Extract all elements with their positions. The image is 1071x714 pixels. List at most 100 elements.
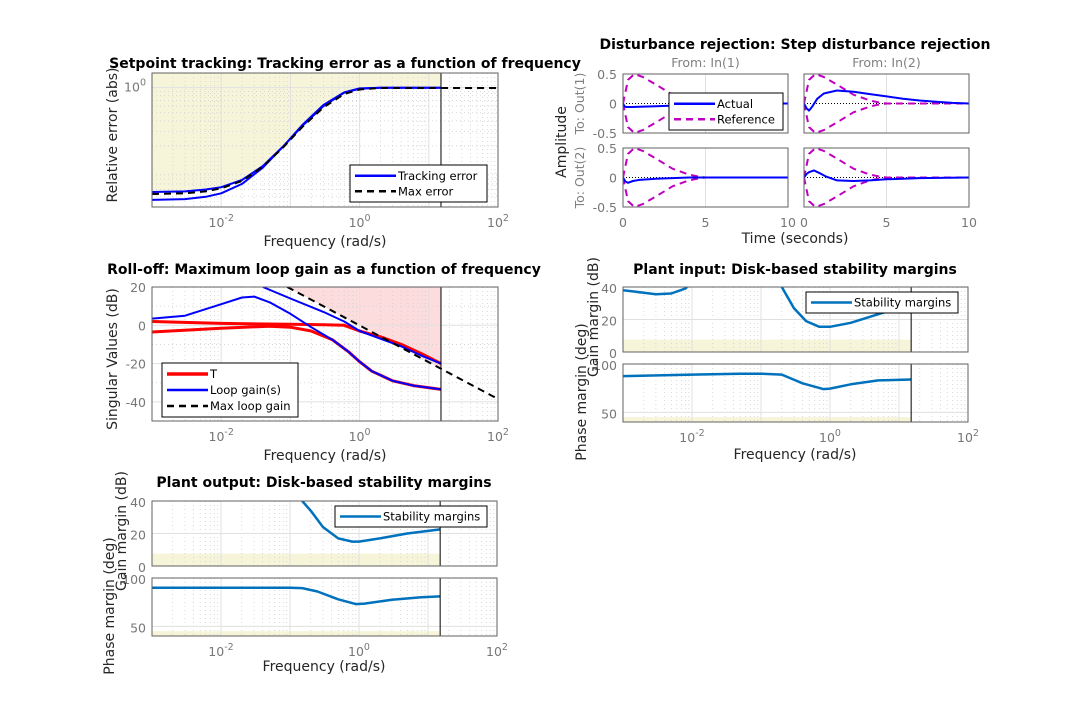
axes-frame xyxy=(151,286,499,422)
chart-title: Disturbance rejection: Step disturbance … xyxy=(599,37,990,53)
axes-frame xyxy=(622,73,789,134)
axes-frame xyxy=(151,72,499,208)
chart-disturbance: 0.50-0.5To: Out(1)From: In(1) From: In(2)… xyxy=(554,37,991,247)
legend-label: Actual xyxy=(717,97,753,111)
gain-y-axis-label: Gain margin (dB) xyxy=(586,257,602,377)
panel-r2-c2: 0 5 10 xyxy=(800,147,977,230)
y-tick-label: -40 xyxy=(126,395,146,410)
legend-label: Stability margins xyxy=(854,296,951,310)
gain-margin-line xyxy=(301,501,441,543)
legend-label: Max loop gain xyxy=(210,399,290,413)
gain-series xyxy=(301,501,441,543)
column-label: From: In(2) xyxy=(852,55,920,70)
y-axis-label: Relative error (abs) xyxy=(105,68,121,203)
y-tick-label: 0 xyxy=(138,560,146,575)
y-tick-label: 40 xyxy=(601,281,617,296)
x-tick-label: 102 xyxy=(486,642,508,659)
chart-title: Plant output: Disk-based stability margi… xyxy=(156,475,491,491)
phase-requirement-region xyxy=(152,631,441,636)
reference-lower-line xyxy=(804,102,969,133)
chart-title: Setpoint tracking: Tracking error as a f… xyxy=(109,56,581,72)
legend-label: Loop gain(s) xyxy=(210,383,281,397)
y-tick-label: 100 xyxy=(124,78,146,95)
phase-margin-line xyxy=(623,372,912,391)
T-line xyxy=(152,320,442,365)
phase-requirement-region xyxy=(623,417,912,422)
gain-requirement-region xyxy=(623,339,912,352)
row-label: To: Out(2) xyxy=(572,147,587,210)
x-tick-label: 100 xyxy=(349,213,371,230)
reference-lower-line xyxy=(804,176,969,207)
x-tick-label: 102 xyxy=(487,427,509,444)
panel-series xyxy=(804,148,969,207)
panel-series xyxy=(623,148,788,207)
gain-series xyxy=(623,287,893,329)
chart-title: Roll-off: Maximum loop gain as a functio… xyxy=(107,262,541,278)
phase-margin-line xyxy=(152,586,441,606)
y-tick-label: 50 xyxy=(601,406,617,421)
phase-y-axis-label: Phase margin (deg) xyxy=(574,323,590,460)
x-tick-label: 100 xyxy=(819,428,841,445)
phase-series xyxy=(623,372,912,391)
y-tick-label: -20 xyxy=(126,357,146,372)
legend-label: Stability margins xyxy=(383,510,480,524)
y-tick-label: 20 xyxy=(130,528,146,543)
y-tick-label: 0.5 xyxy=(597,141,617,156)
gain-requirement-region xyxy=(152,553,441,566)
y-axis-label: Singular Values (dB) xyxy=(105,288,121,430)
y-axis-label: Amplitude xyxy=(554,106,570,178)
y-tick-label: 0 xyxy=(609,97,617,112)
rolloff-series xyxy=(152,287,498,400)
x-axis-label: Frequency (rad/s) xyxy=(264,234,387,250)
legend-box xyxy=(334,505,488,528)
x-axis-label: Frequency (rad/s) xyxy=(734,447,857,463)
panel-series xyxy=(804,74,969,133)
y-tick-label: 20 xyxy=(130,280,146,295)
gain-margin-line xyxy=(780,287,893,329)
x-tick-label: 100 xyxy=(348,642,370,659)
x-tick-label: 10-2 xyxy=(209,427,234,444)
actual-line xyxy=(804,89,969,112)
x-tick-label: 10-2 xyxy=(679,428,704,445)
axes-frame xyxy=(151,577,498,637)
y-tick-label: 100 xyxy=(122,572,146,587)
phase-y-axis-label: Phase margin (deg) xyxy=(102,537,118,674)
y-tick-label: 20 xyxy=(601,314,617,329)
x-tick-label: 0 xyxy=(800,215,808,230)
panel-r1-c2: From: In(2) xyxy=(803,55,970,134)
y-tick-label: -0.5 xyxy=(593,200,617,215)
axes-frame xyxy=(622,286,969,353)
column-label: From: In(1) xyxy=(671,55,739,70)
legend-label: Reference xyxy=(717,112,775,126)
legend-box xyxy=(805,291,959,314)
axes-frame xyxy=(622,147,789,208)
chart-title: Plant input: Disk-based stability margin… xyxy=(633,262,957,278)
x-tick-label: 10 xyxy=(780,215,796,230)
loop-gain-line xyxy=(262,287,442,365)
legend-label: T xyxy=(209,367,218,381)
legend-label: Max error xyxy=(398,184,454,198)
x-tick-label: 5 xyxy=(702,215,710,230)
y-tick-label: -0.5 xyxy=(593,126,617,141)
actual-line xyxy=(804,169,969,182)
max-loop-gain-line xyxy=(286,287,498,400)
x-tick-label: 102 xyxy=(487,213,509,230)
x-tick-label: 10-2 xyxy=(208,642,233,659)
gain-margin-line xyxy=(623,287,688,296)
axes-frame xyxy=(151,500,498,567)
y-tick-label: 0 xyxy=(609,171,617,186)
y-tick-label: 100 xyxy=(593,358,617,373)
axes-frame xyxy=(803,73,970,134)
gain-y-axis-label: Gain margin (dB) xyxy=(114,471,130,591)
loop-gain-line xyxy=(152,295,442,391)
max-error-line xyxy=(152,87,498,195)
axes-frame xyxy=(622,363,969,423)
tracking-shade-region xyxy=(152,73,441,194)
x-axis-label: Time (seconds) xyxy=(741,231,849,247)
x-tick-label: 10 xyxy=(961,215,977,230)
y-tick-label: 40 xyxy=(130,495,146,510)
axes-frame xyxy=(803,147,970,208)
legend-box xyxy=(668,92,784,131)
